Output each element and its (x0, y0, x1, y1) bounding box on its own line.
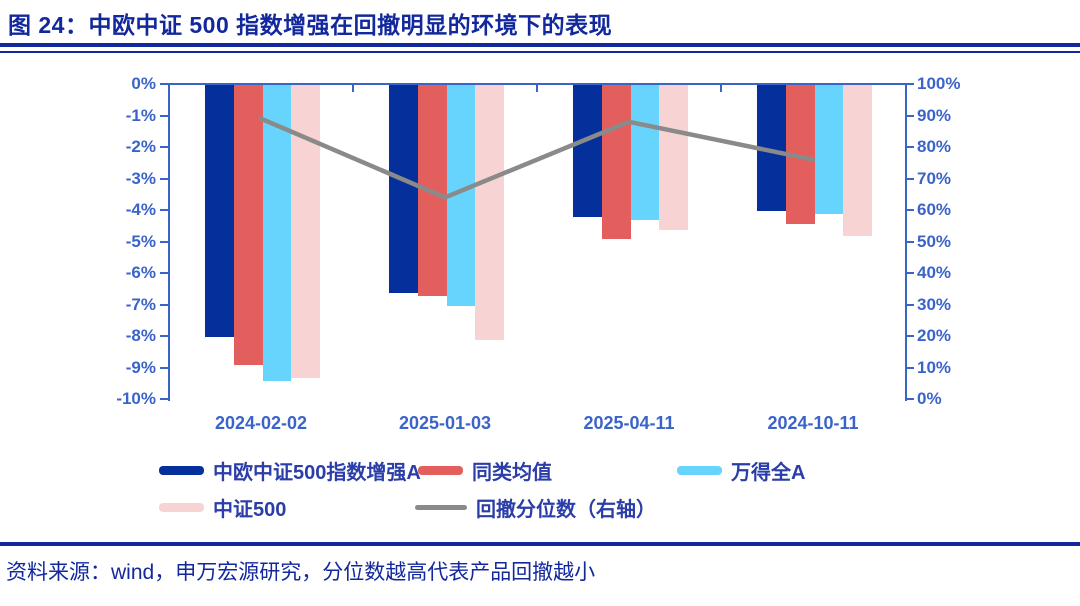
legend-label-peer-average: 同类均值 (472, 461, 552, 484)
bar (814, 85, 844, 215)
x-axis-label: 2024-10-11 (767, 413, 859, 433)
legend-item-drawdown-percentile: 回撤分位数（右轴） (415, 496, 656, 521)
legend-swatch-peer-average (418, 465, 463, 475)
bar (630, 85, 660, 221)
legend-item-peer-average: 同类均值 (418, 459, 552, 484)
right-axis-tick-label: 80% (917, 137, 952, 156)
right-axis-tick (906, 303, 914, 306)
x-axis-line (168, 83, 907, 85)
left-axis-tick-label: -3% (125, 168, 156, 188)
left-axis-tick-label: -8% (125, 326, 156, 345)
legend-swatch-drawdown-percentile (415, 504, 467, 510)
legend-item-enhanced-a: 中欧中证500指数增强A (159, 459, 421, 484)
bar (659, 85, 688, 230)
left-axis-tick-label: -5% (125, 231, 156, 251)
left-axis-tick (160, 398, 168, 400)
left-axis-tick (160, 177, 168, 180)
bar (417, 85, 447, 297)
bar (757, 85, 786, 211)
right-axis-tick (906, 177, 914, 180)
right-axis-tick-label: 100% (917, 74, 961, 93)
bar (233, 85, 263, 366)
title-rule-thin (0, 51, 1080, 53)
legend-label-csi500: 中证500 (213, 498, 287, 521)
right-axis-tick (906, 272, 914, 274)
right-axis-tick-label: 60% (917, 200, 952, 219)
left-axis-tick-label: -9% (125, 357, 156, 377)
right-axis-tick-label: 70% (917, 168, 952, 188)
right-axis-tick (906, 114, 914, 117)
figure-title: 图 24：中欧中证 500 指数增强在回撤明显的环境下的表现 (8, 12, 613, 38)
left-axis-tick (160, 303, 168, 306)
left-axis-tick (160, 83, 168, 85)
right-axis-tick (906, 366, 914, 369)
legend-swatch-enhanced-a (159, 465, 204, 475)
left-axis-tick (160, 240, 168, 243)
legend-label-enhanced-a: 中欧中证500指数增强A (213, 461, 421, 484)
category-boundary-tick (720, 85, 722, 92)
left-axis-tick (160, 366, 168, 369)
right-axis-tick-label: 10% (917, 357, 952, 377)
left-axis-tick-label: -1% (125, 105, 156, 125)
legend-item-csi500: 中证500 (159, 496, 286, 521)
legend-item-wind-all-a: 万得全A (677, 459, 805, 484)
x-axis-label: 2024-02-02 (214, 413, 308, 433)
left-axis-tick-label: 0% (131, 74, 156, 93)
bar (291, 85, 320, 378)
source-note: 资料来源：wind，申万宏源研究，分位数越高代表产品回撤越小 (6, 561, 596, 584)
x-axis-label: 2025-04-11 (583, 413, 675, 433)
left-axis-tick-label: -2% (125, 137, 156, 156)
bar (446, 85, 476, 306)
left-axis-tick (160, 335, 168, 337)
bar (785, 85, 815, 224)
footer-rule (0, 542, 1080, 546)
right-axis-tick (906, 240, 914, 243)
bar (573, 85, 602, 218)
bar (475, 85, 504, 341)
bar (843, 85, 872, 237)
left-axis-tick-label: -4% (125, 200, 156, 219)
right-axis-tick-label: 0% (917, 389, 942, 408)
left-axis-tick (160, 209, 168, 211)
legend-label-drawdown-percentile: 回撤分位数（右轴） (476, 498, 656, 521)
right-axis-tick-label: 90% (917, 105, 952, 125)
title-rule-thick (0, 43, 1080, 47)
bar (389, 85, 418, 293)
legend-swatch-csi500 (159, 502, 204, 512)
x-axis-label: 2025-01-03 (398, 413, 492, 433)
left-axis-tick-label: -10% (116, 389, 156, 408)
left-axis-tick-label: -6% (125, 263, 156, 282)
right-axis-tick (906, 209, 914, 211)
bar (205, 85, 234, 337)
legend-label-wind-all-a: 万得全A (731, 461, 806, 484)
category-boundary-tick (536, 85, 538, 92)
right-axis-tick (906, 146, 914, 148)
right-axis-tick (906, 83, 914, 85)
bar (262, 85, 292, 382)
left-axis-tick (160, 146, 168, 148)
category-boundary-tick (352, 85, 354, 92)
legend-swatch-wind-all-a (677, 465, 722, 475)
right-axis-tick-label: 30% (917, 294, 952, 314)
right-axis-tick-label: 20% (917, 326, 952, 345)
right-axis-tick (906, 398, 914, 400)
left-axis-tick-label: -7% (125, 294, 156, 314)
right-axis-tick (906, 335, 914, 337)
right-axis-tick-label: 50% (917, 231, 952, 251)
left-axis-tick (160, 272, 168, 274)
left-axis-tick (160, 114, 168, 117)
right-axis-tick-label: 40% (917, 263, 952, 282)
left-axis-line (168, 83, 170, 401)
bar (601, 85, 631, 240)
